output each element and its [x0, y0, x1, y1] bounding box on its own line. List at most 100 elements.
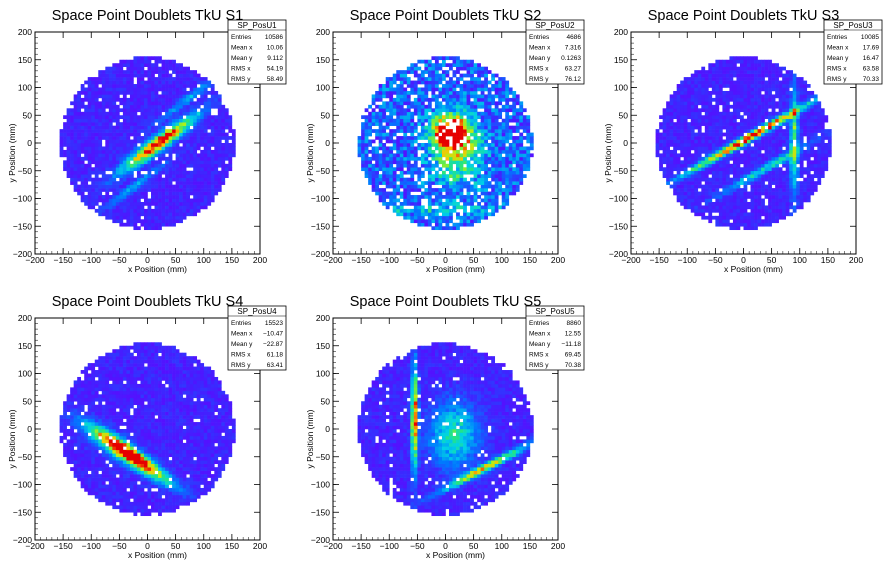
heatmap-cell: [683, 97, 688, 102]
heatmap-cell: [508, 125, 513, 130]
heatmap-cell: [427, 191, 432, 196]
heatmap-cell: [154, 118, 159, 123]
heatmap-cell: [662, 132, 667, 137]
heatmap-cell: [136, 101, 141, 106]
heatmap-cell: [70, 136, 74, 140]
heatmap-cell: [494, 146, 499, 151]
heatmap-cell: [662, 111, 667, 116]
heatmap-cell: [736, 212, 741, 217]
heatmap-cell: [463, 111, 467, 116]
heatmap-cell: [505, 87, 510, 92]
heatmap-cell: [129, 101, 134, 106]
heatmap-cell: [182, 215, 187, 220]
histogram-panel-1: Space Point Doublets TkU S1−200 −150 −100−…: [7, 8, 287, 274]
heatmap-cell: [477, 84, 481, 88]
heatmap-cell: [203, 205, 208, 210]
heatmap-cell: [392, 167, 397, 172]
heatmap-cell: [368, 149, 372, 154]
heatmap-cell: [112, 191, 117, 196]
heatmap-cell: [122, 181, 127, 185]
heatmap-cell: [91, 146, 96, 151]
heatmap-cell: [105, 188, 110, 192]
heatmap-cell: [750, 136, 755, 140]
heatmap-cell: [438, 66, 443, 71]
heatmap-cell: [406, 115, 411, 120]
heatmap-cell: [704, 146, 709, 151]
heatmap-cell: [456, 63, 460, 67]
heatmap-cell: [147, 222, 152, 227]
heatmap-cell: [659, 160, 663, 165]
heatmap-cell: [126, 132, 131, 137]
heatmap-cell: [210, 163, 215, 168]
heatmap-cell: [119, 73, 124, 78]
heatmap-cell: [687, 108, 692, 113]
heatmap-cell: [666, 139, 670, 144]
heatmap-cell: [480, 111, 485, 116]
heatmap-cell: [186, 132, 190, 137]
heatmap-cell: [66, 122, 71, 126]
heatmap-cell: [122, 156, 127, 161]
heatmap-cell: [424, 129, 429, 133]
heatmap-cell: [655, 139, 660, 144]
heatmap-cell: [473, 198, 478, 203]
heatmap-cell: [452, 118, 457, 123]
heatmap-cell: [413, 87, 418, 92]
heatmap-cell: [487, 143, 492, 147]
heatmap-cell: [673, 104, 678, 109]
heatmap-cell: [122, 129, 127, 133]
heatmap-cell: [704, 170, 709, 175]
heatmap-cell: [140, 201, 145, 206]
heatmap-cell: [108, 97, 113, 102]
heatmap-cell: [80, 181, 85, 185]
heatmap-cell: [193, 125, 198, 130]
heatmap-cell: [108, 125, 113, 130]
heatmap-cell: [456, 108, 460, 113]
heatmap-cell: [739, 63, 744, 67]
heatmap-cell: [676, 198, 681, 203]
heatmap-cell: [673, 101, 678, 106]
heatmap-cell: [129, 215, 134, 220]
heatmap-cell: [697, 101, 702, 106]
heatmap-cell: [757, 136, 762, 140]
heatmap-cell: [508, 115, 513, 120]
heatmap-cell: [508, 90, 513, 95]
heatmap-cell: [708, 97, 713, 102]
heatmap-cell: [189, 163, 194, 168]
heatmap-cell: [747, 73, 751, 78]
heatmap-cell: [189, 129, 194, 133]
heatmap-cell: [417, 108, 422, 113]
heatmap-cell: [389, 97, 394, 102]
heatmap-cell: [711, 77, 716, 81]
heatmap-cell: [694, 94, 699, 99]
heatmap-cell: [445, 212, 450, 217]
heatmap-cell: [186, 208, 190, 213]
heatmap-cell: [438, 156, 443, 161]
heatmap-cell: [687, 84, 692, 88]
heatmap-cell: [417, 80, 422, 85]
heatmap-cell: [704, 174, 709, 178]
heatmap-cell: [690, 174, 695, 178]
heatmap-cell: [161, 222, 166, 227]
heatmap-cell: [459, 143, 464, 147]
heatmap-cell: [434, 73, 439, 78]
heatmap-cell: [385, 115, 390, 120]
heatmap-cell: [196, 104, 201, 109]
heatmap-cell: [175, 177, 180, 182]
heatmap-cell: [214, 122, 219, 126]
heatmap-cell: [182, 195, 187, 199]
heatmap-cell: [764, 212, 769, 217]
heatmap-cell: [732, 226, 737, 231]
heatmap-cell: [214, 143, 219, 147]
heatmap-cell: [80, 97, 85, 102]
heatmap-cell: [87, 97, 92, 102]
heatmap-cell: [463, 73, 467, 78]
heatmap-cell: [420, 219, 425, 224]
heatmap-cell: [80, 160, 85, 165]
heatmap-cell: [522, 115, 527, 120]
heatmap-cell: [165, 195, 169, 199]
heatmap-cell: [147, 208, 152, 213]
heatmap-cell: [129, 212, 134, 217]
heatmap-cell: [80, 184, 85, 189]
heatmap-cell: [94, 181, 99, 185]
heatmap-cell: [708, 143, 713, 147]
